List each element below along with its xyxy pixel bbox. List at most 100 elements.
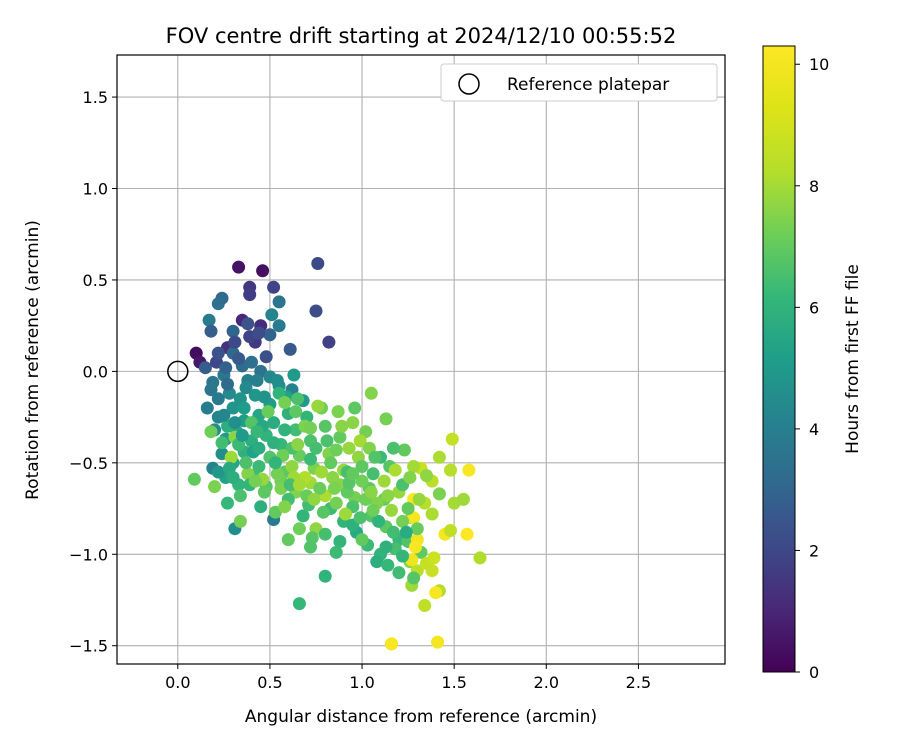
scatter-point [403,471,417,484]
scatter-point [304,421,317,435]
scatter-point [307,492,321,506]
scatter-point [256,264,270,278]
scatter-point [355,474,369,488]
y-tick-label: −0.5 [69,454,108,473]
scatter-point [444,463,457,477]
colorbar-tick-label: 0 [809,663,819,682]
scatter-point [252,326,266,340]
x-tick-label: 1.5 [441,673,466,692]
colorbar-tick-label: 8 [809,177,819,196]
scatter-point [208,480,222,494]
scatter-point [304,452,317,466]
scatter-point [379,412,393,426]
scatter-point [355,533,369,547]
scatter-point [379,540,393,554]
scatter-point [304,540,317,554]
scatter-point [431,635,445,649]
scatter-point [248,474,262,488]
scatter-point [401,502,415,515]
scatter-point [444,524,457,537]
scatter-point [187,472,201,486]
scatter-point [326,471,340,484]
scatter-point [410,522,424,536]
scatter-point [215,436,229,450]
scatter-point [232,352,246,366]
scatter-point [346,467,360,481]
scatter-point [291,438,305,451]
scatter-point [324,456,338,470]
scatter-point [392,566,406,580]
scatter-point [211,346,225,360]
scatter-point [399,525,413,539]
scatter-point [211,465,225,479]
scatter-point [283,342,297,356]
scatter-point [239,381,253,395]
plot-frame [116,54,726,665]
scatter-point [285,460,299,473]
colorbar-tick-label: 10 [809,55,829,74]
scatter-point [263,328,277,342]
scatter-point [291,392,305,406]
scatter-point [388,463,402,477]
scatter-point [228,335,242,349]
scatter-point [278,423,292,437]
scatter-point [296,509,310,523]
scatter-point [219,361,233,375]
x-tick-label: 1.0 [349,673,374,692]
scatter-point [353,511,367,525]
scatter-point [292,478,306,492]
scatter-point [396,514,410,528]
scatter-point [318,527,332,541]
scatter-point [272,295,286,309]
scatter-point [462,463,476,477]
scatter-point [333,430,347,444]
scatter-point [427,551,441,565]
x-tick-label: 0.0 [165,673,190,692]
y-tick-label: 0.5 [83,271,108,290]
scatter-point [211,297,225,311]
scatter-point [407,460,421,473]
scatter-point [278,396,292,409]
chart-title: FOV centre drift starting at 2024/12/10 … [166,24,677,48]
scatter-point [254,500,268,514]
scatter-point [386,525,400,539]
scatter-point [237,401,251,415]
scatter-point [429,586,443,600]
scatter-point [235,428,249,442]
y-tick-label: −1.5 [69,637,108,656]
scatter-point [287,368,301,382]
scatter-point [278,500,292,514]
scatter-point [355,460,369,473]
colorbar: 0 2 4 6 8 10 Hours from first FF file [762,45,863,682]
scatter-point [257,485,271,499]
scatter-point [233,514,247,528]
x-tick-label: 2.5 [626,673,651,692]
scatter-point [473,551,487,565]
scatter-point [267,436,281,450]
scatter-point [252,441,266,455]
legend: Reference platepar [440,63,718,102]
scatter-point [289,405,303,419]
scatter-point [329,545,343,559]
scatter-point [292,522,306,536]
scatter-point [316,505,330,519]
scatter-point [342,441,356,455]
scatter-point [239,456,253,470]
scatter-point [377,474,391,488]
scatter-point [381,489,395,503]
scatter-point [339,507,352,521]
x-tick-label: 2.0 [534,673,559,692]
scatter-point [335,419,349,433]
scatter-point [320,434,334,448]
scatter-point [241,317,255,331]
scatter-point [311,399,325,413]
scatter-point [432,450,446,464]
colorbar-tick-label: 6 [809,298,819,317]
scatter-point [228,416,242,430]
legend-entry-reference-platepar: Reference platepar [507,75,669,95]
scatter-point [420,469,433,483]
y-tick-label: 1.0 [83,180,108,199]
scatter-point [445,432,459,446]
scatter-point [270,374,284,387]
scatter-point [204,324,218,338]
